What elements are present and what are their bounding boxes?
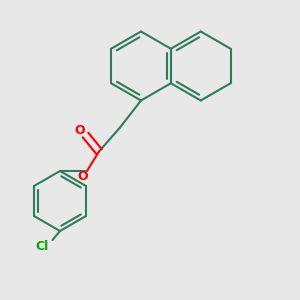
Text: O: O xyxy=(74,124,85,137)
Text: O: O xyxy=(77,170,88,183)
Text: Cl: Cl xyxy=(35,239,49,253)
